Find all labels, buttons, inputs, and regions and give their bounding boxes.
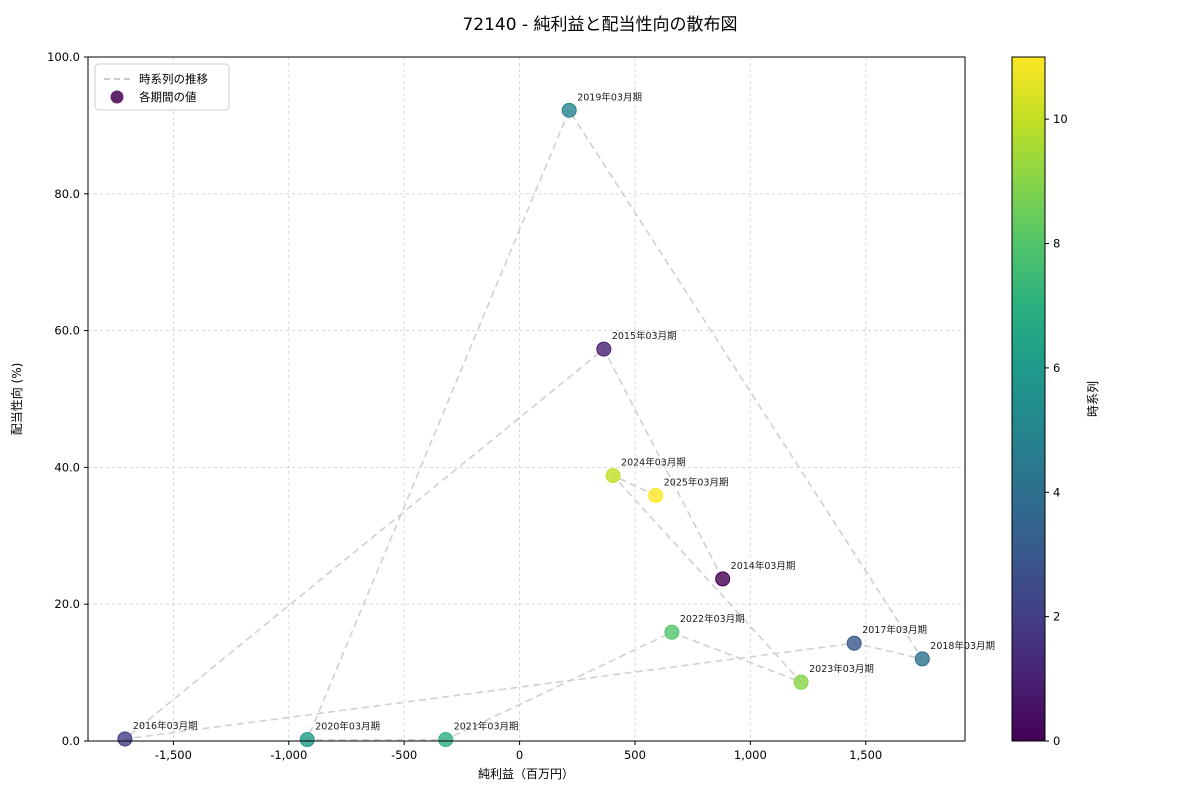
data-point: [438, 732, 454, 748]
x-axis-label: 純利益（百万円）: [478, 767, 574, 781]
colorbar-tick-label: 8: [1053, 237, 1060, 251]
chart-title: 72140 - 純利益と配当性向の散布図: [462, 15, 737, 35]
point-label: 2016年03月期: [133, 720, 198, 732]
data-point: [793, 674, 809, 690]
x-tick-label: 1,000: [734, 748, 767, 762]
y-tick-label: 0.0: [62, 734, 80, 748]
colorbar-border: [1011, 56, 1046, 742]
data-point: [846, 635, 862, 651]
axes-layer: -1,500 -1,000 -500 0 500 1,000 1,500 0.0 20.0 40.…: [47, 50, 882, 762]
x-tick-label: 500: [624, 748, 646, 762]
colorbar-tick-label: 4: [1053, 485, 1060, 499]
point-label: 2017年03月期: [862, 624, 927, 636]
x-tick-label: 0: [516, 748, 523, 762]
y-tick-label: 100.0: [47, 50, 80, 64]
point-label: 2015年03月期: [612, 330, 677, 342]
point-label: 2025年03月期: [664, 476, 729, 488]
colorbar-gradient: [1012, 57, 1045, 741]
data-point: [715, 571, 731, 587]
point-label: 2022年03月期: [680, 613, 745, 625]
legend-point-sample: [110, 90, 124, 104]
data-point: [561, 102, 577, 118]
point-label: 2024年03月期: [621, 457, 686, 469]
colorbar: 0 2 4 6 8 10: [1011, 56, 1068, 748]
data-point: [596, 341, 612, 357]
point-label: 2020年03月期: [315, 721, 380, 733]
legend-box: [94, 63, 230, 111]
y-tick-label: 60.0: [54, 324, 80, 338]
y-tick-label: 40.0: [54, 460, 80, 474]
colorbar-label: 時系列: [1086, 381, 1100, 417]
data-layer: 2014年03月期 2015年03月期 2016年03月期 2017年03月期2018…: [117, 91, 995, 748]
data-point: [664, 624, 680, 640]
point-label: 2018年03月期: [930, 640, 995, 652]
data-point: [117, 731, 133, 747]
data-point: [605, 468, 621, 484]
point-label: 2014年03月期: [731, 560, 796, 572]
legend-line-label: 時系列の推移: [139, 72, 208, 86]
legend-point-label: 各期間の値: [139, 90, 197, 104]
plot-border: [87, 56, 966, 742]
colorbar-tick-label: 10: [1053, 112, 1068, 126]
x-tick-label: -1,500: [155, 748, 192, 762]
point-label: 2021年03月期: [454, 721, 519, 733]
time-series-line: [122, 108, 925, 741]
y-tick-label: 80.0: [54, 187, 80, 201]
colorbar-tick-label: 0: [1053, 734, 1060, 748]
x-tick-label: -500: [391, 748, 417, 762]
legend: 時系列の推移 各期間の値: [94, 63, 230, 111]
x-tick-label: -1,000: [270, 748, 307, 762]
x-tick-label: 1,500: [849, 748, 882, 762]
y-tick-label: 20.0: [54, 597, 80, 611]
point-label: 2019年03月期: [577, 91, 642, 103]
grid-layer: [88, 56, 965, 742]
y-axis-label: 配当性向 (%): [9, 363, 24, 436]
data-point: [299, 732, 315, 748]
data-point: [648, 487, 664, 503]
colorbar-tick-label: 2: [1053, 610, 1060, 624]
point-label: 2023年03月期: [809, 663, 874, 675]
colorbar-tick-label: 6: [1053, 361, 1060, 375]
data-point: [914, 651, 930, 667]
